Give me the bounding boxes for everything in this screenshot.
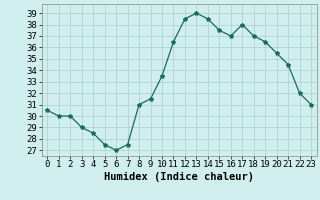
X-axis label: Humidex (Indice chaleur): Humidex (Indice chaleur) <box>104 172 254 182</box>
